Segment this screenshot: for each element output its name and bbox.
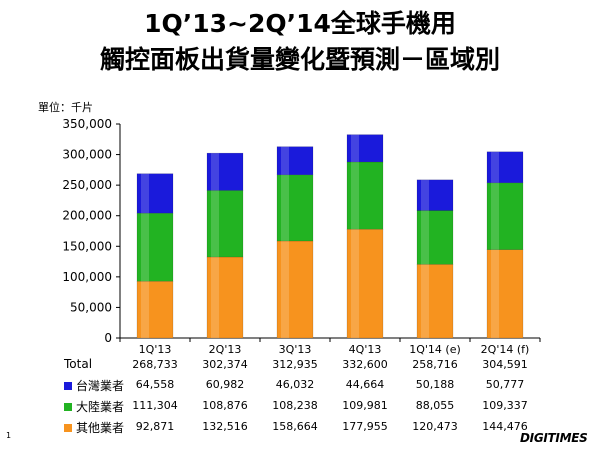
bar-segment: [136, 173, 174, 214]
y-tick-label: 50,000: [70, 300, 112, 314]
table-series-label: 台灣業者: [64, 377, 124, 394]
legend-series-name: 台灣業者: [76, 379, 125, 393]
bar-highlight: [281, 146, 289, 175]
table-data-value: 44,664: [345, 378, 385, 391]
x-tick-label: 3Q'13: [279, 343, 312, 356]
table-data-value: 111,304: [132, 399, 178, 412]
table-data-value: 46,032: [275, 378, 315, 391]
brand-logo: DIGITIMES: [520, 431, 588, 445]
bar-highlight: [421, 210, 429, 265]
chart-title-line1: 1Q’13~2Q’14全球手機用: [144, 9, 456, 38]
bar-highlight: [491, 182, 499, 250]
table-series-label: 其他業者: [64, 419, 124, 436]
bar-highlight: [141, 173, 149, 214]
table-data-value: 144,476: [482, 420, 528, 433]
table-total-value: 258,716: [412, 358, 458, 371]
bar-highlight: [141, 281, 149, 338]
bar-highlight: [141, 213, 149, 282]
bar-highlight: [211, 256, 219, 338]
table-series-label: 大陸業者: [64, 398, 124, 415]
table-total-value: 268,733: [132, 358, 178, 371]
y-tick-label: 0: [104, 331, 112, 345]
table-data-value: 50,188: [415, 378, 455, 391]
unit-label: 單位：千片: [38, 101, 93, 114]
bar-segment: [206, 190, 244, 258]
table-data-value: 108,876: [202, 399, 248, 412]
bar-segment: [486, 151, 524, 184]
table-data-value: 120,473: [412, 420, 458, 433]
bar-highlight: [421, 264, 429, 338]
legend-swatch: [64, 382, 72, 390]
table-total-label: Total: [64, 357, 93, 371]
x-tick-label: 2Q'13: [209, 343, 242, 356]
bar-highlight: [351, 134, 359, 162]
y-tick-label: 200,000: [62, 209, 112, 223]
table-data-value: 108,238: [272, 399, 318, 412]
table-total-value: 312,935: [272, 358, 318, 371]
table-data-value: 88,055: [415, 399, 455, 412]
x-tick-label: 2Q'14 (f): [481, 343, 530, 356]
table-data-value: 177,955: [342, 420, 388, 433]
bar-segment: [206, 152, 244, 191]
bar-segment: [276, 146, 314, 176]
x-tick-label: 1Q'14 (e): [409, 343, 461, 356]
x-tick-label: 4Q'13: [349, 343, 382, 356]
table-total-value: 302,374: [202, 358, 248, 371]
bar-highlight: [281, 174, 289, 241]
table-data-value: 158,664: [272, 420, 318, 433]
x-tick-label: 1Q'13: [139, 343, 172, 356]
y-tick-label: 100,000: [62, 270, 112, 284]
table-data-value: 64,558: [135, 378, 175, 391]
table-data-value: 109,981: [342, 399, 388, 412]
legend-series-name: 其他業者: [76, 421, 125, 435]
bar-segment: [136, 212, 174, 282]
table-data-value: 132,516: [202, 420, 248, 433]
bar-highlight: [351, 229, 359, 338]
legend-swatch: [64, 424, 72, 432]
legend-swatch: [64, 403, 72, 411]
bar-highlight: [421, 179, 429, 211]
y-tick-label: 250,000: [62, 178, 112, 192]
page-number: 1: [6, 431, 12, 440]
table-data-value: 109,337: [482, 399, 528, 412]
bar-segment: [346, 161, 384, 230]
y-tick-label: 350,000: [62, 117, 112, 131]
table-data-value: 92,871: [135, 420, 175, 433]
bar-highlight: [281, 240, 289, 338]
bar-segment: [136, 280, 174, 339]
table-data-value: 50,777: [485, 378, 525, 391]
table-total-value: 332,600: [342, 358, 388, 371]
bar-segment: [346, 134, 384, 163]
bar-segment: [416, 210, 454, 265]
bar-segment: [416, 179, 454, 211]
bar-segment: [276, 240, 314, 339]
bar-segment: [276, 174, 314, 242]
chart-title-line2: 觸控面板出貨量變化暨預測－區域別: [99, 45, 500, 74]
table-total-value: 304,591: [482, 358, 528, 371]
bar-highlight: [491, 249, 499, 338]
bar-highlight: [211, 190, 219, 257]
bar-highlight: [351, 161, 359, 230]
y-tick-label: 150,000: [62, 239, 112, 253]
y-tick-label: 300,000: [62, 148, 112, 162]
table-data-value: 60,982: [205, 378, 245, 391]
bar-segment: [486, 249, 524, 339]
bar-highlight: [211, 153, 219, 191]
bar-highlight: [491, 151, 499, 183]
legend-series-name: 大陸業者: [76, 400, 125, 414]
